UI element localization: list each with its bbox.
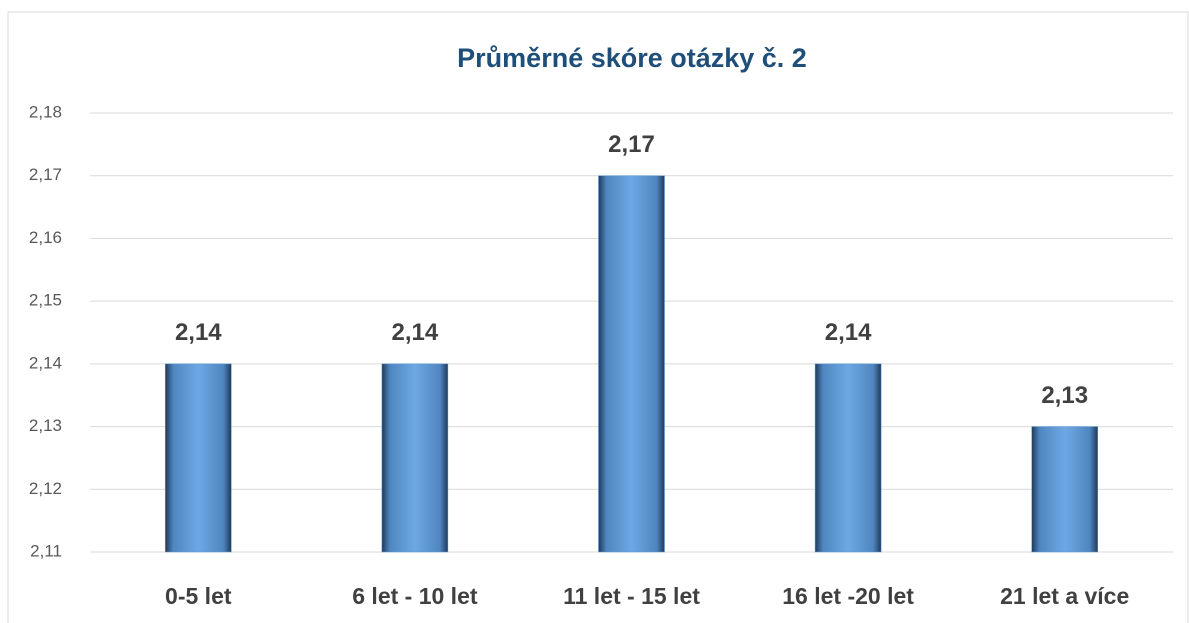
x-tick-label: 16 let -20 let [782,583,914,609]
y-tick-label: 2,15 [29,291,62,310]
y-tick-label: 2,18 [29,102,62,121]
y-tick-label: 2,12 [29,479,62,498]
bar [381,363,449,553]
y-tick-label: 2,16 [29,228,62,247]
data-label: 2,17 [608,131,655,158]
x-tick-label: 6 let - 10 let [352,583,478,609]
bar [814,363,882,553]
bar [1031,426,1098,553]
chart-title: Průměrné skóre otázky č. 2 [457,43,807,73]
bar [598,175,665,553]
x-tick-label: 0-5 let [165,583,232,609]
y-tick-label: 2,17 [29,165,62,184]
chart-frame [7,11,1189,623]
y-tick-label: 2,14 [29,353,62,372]
x-tick-label: 21 let a více [1000,583,1129,609]
bar [165,363,232,553]
y-tick-label: 2,13 [29,416,62,435]
data-label: 2,14 [392,319,439,346]
data-label: 2,14 [825,319,872,346]
data-label: 2,14 [175,319,222,346]
y-tick-label: 2,11 [30,541,62,560]
data-label: 2,13 [1041,382,1088,409]
x-tick-label: 11 let - 15 let [563,583,700,609]
